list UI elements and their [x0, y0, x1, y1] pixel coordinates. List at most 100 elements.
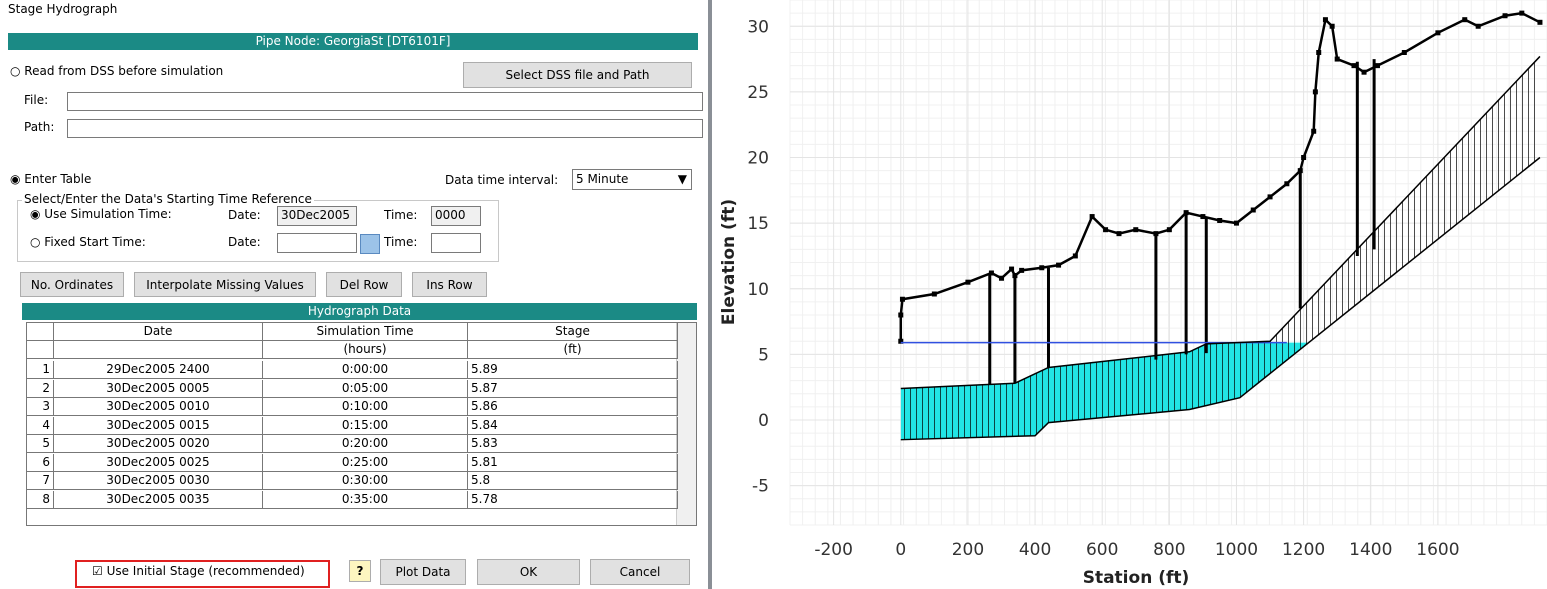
table-option[interactable]: ◉ Enter Table: [10, 172, 92, 186]
initial-stage-label: Use Initial Stage (recommended): [106, 564, 305, 578]
ordinates-button[interactable]: No. Ordinates: [20, 272, 124, 297]
series-marker: [1297, 168, 1303, 174]
series-marker: [1116, 231, 1122, 237]
y-tick-label: 20: [747, 149, 769, 169]
series-marker: [931, 291, 937, 297]
series-marker: [1089, 214, 1095, 220]
scrollbar[interactable]: [676, 323, 696, 525]
row-number: 8: [27, 490, 54, 509]
series-marker: [1039, 265, 1045, 271]
row-number: 7: [27, 472, 54, 490]
table-cell[interactable]: 30Dec2005 0035: [54, 490, 263, 509]
table-cell[interactable]: 30Dec2005 0010: [54, 398, 263, 416]
table-cell[interactable]: 5.89: [468, 361, 678, 379]
y-tick-label: 5: [758, 345, 769, 365]
series-marker: [1056, 262, 1062, 268]
y-tick-label: 0: [758, 411, 769, 431]
y-tick-label: 25: [747, 83, 769, 103]
table-cell[interactable]: 5.78: [468, 490, 678, 509]
series-marker: [1322, 17, 1328, 23]
table-cell[interactable]: 5.86: [468, 398, 678, 416]
table-cell[interactable]: 30Dec2005 0030: [54, 472, 263, 490]
table-cell[interactable]: 5.81: [468, 453, 678, 472]
table-cell[interactable]: 30Dec2005 0005: [54, 379, 263, 398]
series-marker: [1519, 10, 1525, 16]
units-corner: [27, 341, 54, 359]
file-input[interactable]: [67, 92, 703, 111]
x-tick-label: 800: [1153, 540, 1185, 560]
table-title: Hydrograph Data: [22, 303, 697, 320]
series-marker: [1475, 23, 1481, 29]
dialog: Stage Hydrograph Pipe Node: GeorgiaSt [D…: [0, 0, 708, 589]
x-tick-label: 1200: [1282, 540, 1325, 560]
column-units: [54, 341, 263, 359]
ins-row-button[interactable]: Ins Row: [412, 272, 487, 297]
cancel-button[interactable]: Cancel: [590, 559, 690, 585]
table-cell[interactable]: 0:25:00: [263, 453, 468, 472]
interpolate-button[interactable]: Interpolate Missing Values: [134, 272, 316, 297]
series-marker: [1019, 267, 1025, 273]
table-cell[interactable]: 0:10:00: [263, 398, 468, 416]
dialog-title: Stage Hydrograph: [8, 2, 118, 16]
calendar-icon[interactable]: [360, 234, 380, 254]
table-cell[interactable]: 0:20:00: [263, 435, 468, 453]
dss-option[interactable]: ○ Read from DSS before simulation: [10, 64, 224, 78]
table-cell[interactable]: 0:00:00: [263, 361, 468, 379]
table-cell[interactable]: 0:30:00: [263, 472, 468, 490]
path-input[interactable]: [67, 119, 703, 138]
ok-button[interactable]: OK: [477, 559, 580, 585]
series-marker: [1351, 63, 1357, 69]
series-marker: [1183, 210, 1189, 216]
row-number: 3: [27, 398, 54, 416]
table-cell[interactable]: 5.8: [468, 472, 678, 490]
table-cell[interactable]: 0:15:00: [263, 416, 468, 435]
x-tick-label: 1400: [1349, 540, 1392, 560]
path-label: Path:: [24, 120, 55, 134]
series-marker: [1267, 194, 1273, 200]
table-cell[interactable]: 30Dec2005 0020: [54, 435, 263, 453]
use-sim-option[interactable]: ◉ Use Simulation Time:: [30, 207, 172, 221]
table-cell[interactable]: 29Dec2005 2400: [54, 361, 263, 379]
grid: [789, 0, 1547, 526]
fixed-date[interactable]: [277, 233, 357, 253]
plot-button[interactable]: Plot Data: [380, 559, 466, 585]
series-marker: [1435, 30, 1441, 36]
series-marker: [1374, 63, 1380, 69]
interval-label: Data time interval:: [445, 173, 559, 187]
initial-stage-checkbox[interactable]: ☑ Use Initial Stage (recommended): [92, 564, 305, 578]
series-marker: [1233, 220, 1239, 226]
series-marker: [1537, 19, 1543, 25]
series-marker: [998, 275, 1004, 281]
series-marker: [1312, 89, 1318, 95]
table-cell[interactable]: 5.84: [468, 416, 678, 435]
table-cell[interactable]: 0:05:00: [263, 379, 468, 398]
series-marker: [1361, 69, 1367, 75]
fixed-time[interactable]: [431, 233, 481, 253]
del-row-button[interactable]: Del Row: [326, 272, 402, 297]
help-button[interactable]: ?: [349, 560, 371, 582]
x-axis-label: Station (ft): [1083, 568, 1190, 588]
fixed-start-option[interactable]: ○ Fixed Start Time:: [30, 235, 146, 249]
x-tick-label: -200: [814, 540, 853, 560]
table-cell[interactable]: 5.87: [468, 379, 678, 398]
table-cell[interactable]: 0:35:00: [263, 490, 468, 509]
series-marker: [1103, 227, 1109, 233]
series-marker: [1311, 128, 1317, 134]
series-marker: [1009, 266, 1015, 272]
interval-select[interactable]: 5 Minute ▼: [572, 169, 692, 190]
table-cell[interactable]: 30Dec2005 0015: [54, 416, 263, 435]
time-label: Time:: [384, 235, 418, 249]
y-axis-label: Elevation (ft): [719, 199, 739, 325]
select-dss-button[interactable]: Select DSS file and Path: [463, 62, 692, 88]
series-marker: [1012, 273, 1018, 279]
divider: [708, 0, 712, 589]
table-cell[interactable]: 5.83: [468, 435, 678, 453]
series-marker: [1334, 56, 1340, 62]
table-cell[interactable]: 30Dec2005 0025: [54, 453, 263, 472]
column-header: Date: [54, 323, 263, 341]
y-tick-label: 15: [747, 214, 769, 234]
x-tick-label: 600: [1086, 540, 1118, 560]
column-units: (ft): [468, 341, 678, 359]
column-header: Simulation Time: [263, 323, 468, 341]
row-number: 2: [27, 379, 54, 398]
